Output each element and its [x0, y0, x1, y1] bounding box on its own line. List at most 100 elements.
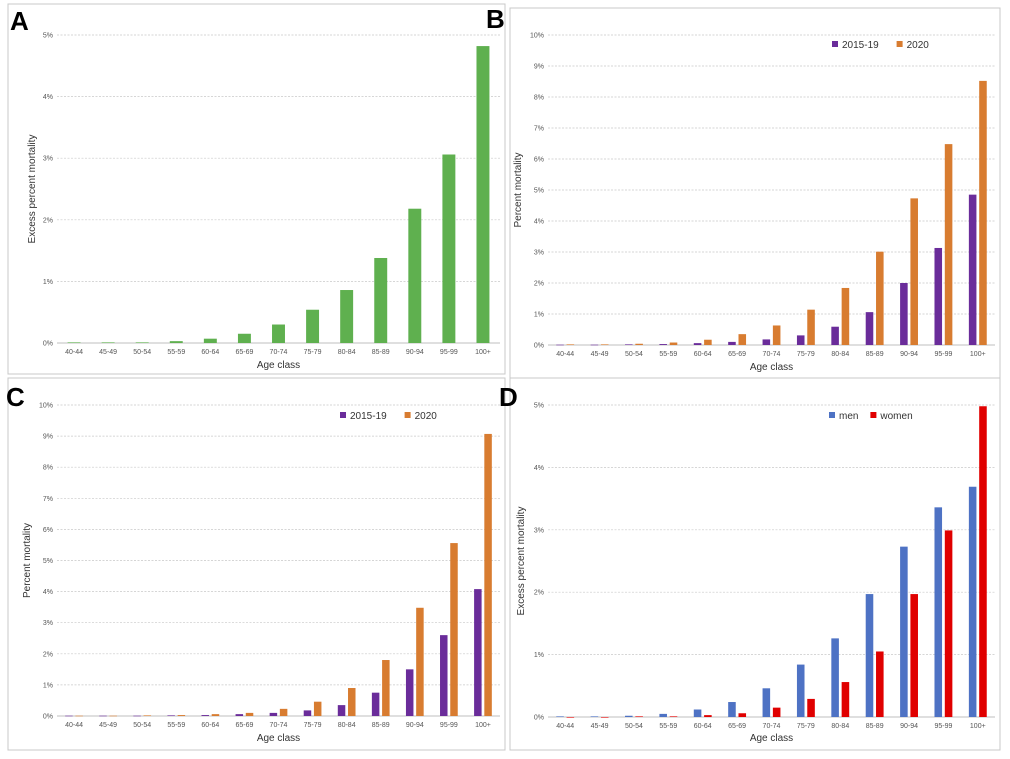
- panel-d-bar: [807, 698, 815, 717]
- panel-b-y-axis-title: Percent mortality: [513, 152, 524, 227]
- panel-b-bar: [728, 341, 736, 345]
- panel-b-y-tick-label: 5%: [534, 188, 544, 195]
- panel-b-x-tick-label: 90-94: [900, 351, 918, 358]
- panel-c-y-tick-label: 7%: [43, 496, 53, 503]
- panel-b-x-tick-label: 50-54: [625, 351, 643, 358]
- panel-a-bar: [306, 309, 320, 343]
- panel-a-x-tick-label: 50-54: [133, 349, 151, 356]
- panel-b-bar: [841, 287, 850, 345]
- panel-c-bar: [143, 715, 152, 716]
- panel-d-bar: [900, 546, 908, 717]
- panel-d-bar: [738, 713, 747, 717]
- panel-c-bar: [133, 715, 141, 717]
- panel-a-y-tick-label: 0%: [43, 341, 53, 348]
- panel-c-y-tick-label: 2%: [43, 651, 53, 658]
- panel-b-bar: [876, 251, 884, 345]
- panel-c-x-tick-label: 100+: [475, 722, 491, 729]
- panel-d-y-tick-label: 0%: [534, 715, 544, 722]
- panel-b-x-tick-label: 60-64: [694, 351, 712, 358]
- panel-a-bar: [67, 342, 81, 343]
- panel-a-x-tick-label: 95-99: [440, 349, 458, 356]
- panel-c-letter: C: [6, 382, 25, 412]
- panel-c-bar: [313, 701, 322, 716]
- panel-b-y-tick-label: 1%: [534, 312, 544, 319]
- panel-c-y-tick-label: 4%: [43, 589, 53, 596]
- panel-a-x-tick-label: 55-59: [167, 349, 185, 356]
- panel-b-x-tick-label: 80-84: [831, 351, 849, 358]
- panel-b-bar: [693, 343, 702, 345]
- panel-a-x-tick-label: 100+: [475, 349, 491, 356]
- panel-c-chart: 0% 1% 2% 3% 4% 5% 6% 7% 8% 9% 10% 40-44 45-49 50-54 55…: [22, 403, 500, 744]
- panel-a-y-tick-label: 2%: [43, 217, 53, 224]
- panel-c-y-tick-label: 1%: [43, 682, 53, 689]
- panel-c-legend-label: 2015-19: [350, 411, 387, 422]
- panel-a-bar: [476, 46, 490, 343]
- panel-d-x-tick-label: 50-54: [625, 723, 643, 730]
- panel-b-bar: [635, 343, 643, 345]
- panel-b-bar: [762, 339, 771, 345]
- panel-d-bar: [566, 717, 575, 718]
- panel-d-bar: [796, 664, 805, 717]
- panel-c-bar: [177, 715, 186, 716]
- panel-c-x-tick-label: 90-94: [406, 722, 424, 729]
- panel-d-bar: [635, 716, 643, 717]
- panel-a-border: [7, 3, 506, 375]
- panel-c-x-tick-label: 50-54: [133, 722, 151, 729]
- panel-b-bar: [968, 194, 977, 345]
- panel-b-bar: [910, 198, 918, 345]
- panel-a-x-tick-label: 90-94: [406, 349, 424, 356]
- panel-a-x-tick-label: 45-49: [99, 349, 117, 356]
- panel-a-bar: [135, 342, 149, 343]
- panel-c-bar: [99, 715, 107, 717]
- panel-a-x-tick-label: 85-89: [372, 349, 390, 356]
- panel-c-x-tick-label: 45-49: [99, 722, 117, 729]
- panel-d-bar: [625, 715, 633, 717]
- panel-c-legend-swatch: [340, 412, 346, 418]
- panel-b-bar: [556, 344, 564, 346]
- panel-c-x-tick-label: 70-74: [270, 722, 288, 729]
- panel-a-bar: [169, 341, 183, 343]
- panel-b-y-tick-label: 10%: [530, 33, 544, 40]
- panel-c-legend-swatch: [404, 412, 411, 418]
- panel-d-y-tick-label: 5%: [534, 403, 544, 410]
- panel-d-bar: [600, 717, 609, 718]
- panel-b-y-tick-label: 4%: [534, 219, 544, 226]
- panel-a-bar: [374, 257, 388, 343]
- panel-b-x-tick-label: 65-69: [728, 351, 746, 358]
- panel-b-bar: [772, 325, 781, 345]
- panel-d-x-tick-label: 80-84: [831, 723, 849, 730]
- panel-d-bar: [762, 688, 771, 717]
- panel-a-bar: [272, 324, 285, 343]
- panel-a-x-tick-label: 60-64: [201, 349, 219, 356]
- panel-d-y-tick-label: 4%: [534, 465, 544, 472]
- panel-b-y-tick-label: 9%: [534, 64, 544, 71]
- panel-c-x-tick-label: 95-99: [440, 722, 458, 729]
- panel-b-y-tick-label: 7%: [534, 126, 544, 133]
- panel-c-bar: [269, 712, 278, 716]
- panel-d-bar: [556, 716, 564, 717]
- panel-b-x-tick-label: 85-89: [866, 351, 884, 358]
- panel-b-letter: B: [486, 4, 505, 34]
- panel-a-x-tick-label: 40-44: [65, 349, 83, 356]
- panel-d-bar: [968, 486, 977, 717]
- panel-a-x-tick-label: 75-79: [304, 349, 322, 356]
- panel-b-x-tick-label: 40-44: [556, 351, 574, 358]
- panel-a-x-axis-title: Age class: [257, 360, 300, 371]
- panel-d-legend-swatch: [829, 412, 835, 418]
- panel-a-y-tick-label: 4%: [43, 94, 53, 101]
- panel-d-y-tick-label: 1%: [534, 652, 544, 659]
- panel-d-x-tick-label: 75-79: [797, 723, 815, 730]
- panel-c-y-tick-label: 5%: [43, 558, 53, 565]
- panel-d-border: [509, 377, 1001, 751]
- panel-b-bar: [807, 309, 815, 345]
- panel-c-x-tick-label: 85-89: [372, 722, 390, 729]
- panel-b-bar: [590, 344, 599, 346]
- panel-d-letter: D: [499, 382, 518, 412]
- panel-b-legend-swatch: [896, 41, 903, 47]
- panel-c-y-axis-title: Percent mortality: [22, 523, 33, 598]
- panel-d-x-tick-label: 70-74: [763, 723, 781, 730]
- panel-d-bar: [669, 716, 678, 717]
- panel-d-bar: [693, 709, 702, 717]
- panel-b-x-tick-label: 55-59: [659, 351, 677, 358]
- panel-a-bar: [101, 342, 115, 343]
